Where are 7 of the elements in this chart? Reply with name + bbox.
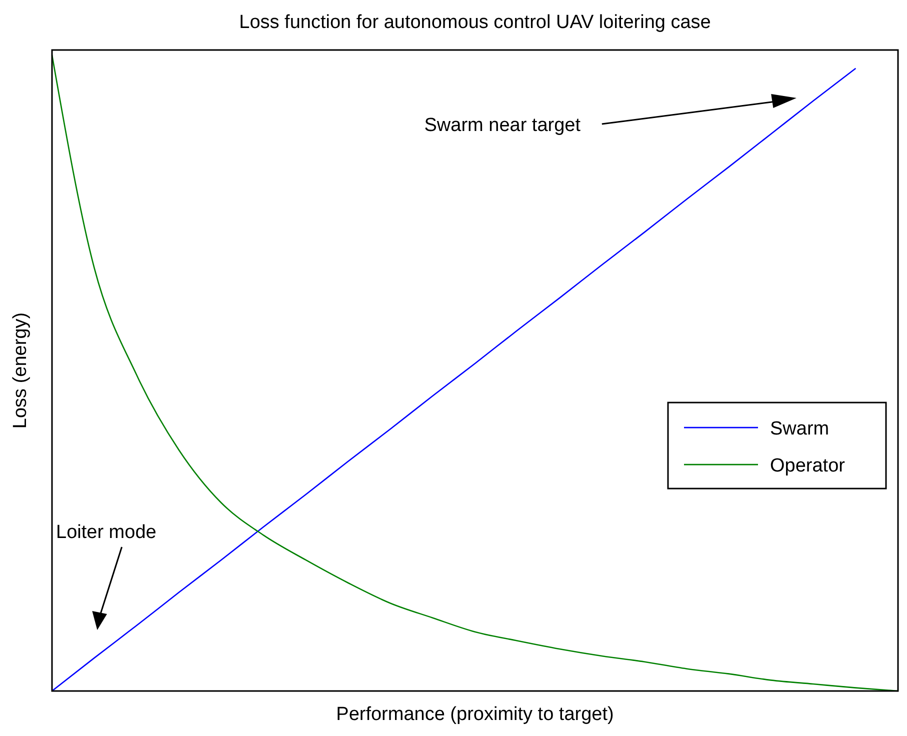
legend-label: Operator xyxy=(770,456,846,477)
x-axis-title: Performance (proximity to target) xyxy=(336,704,614,725)
chart-title: Loss function for autonomous control UAV loitering case xyxy=(239,12,711,33)
legend-label: Swarm xyxy=(770,418,830,440)
annotation: Loiter mode xyxy=(56,522,156,543)
annotation: Swarm near target xyxy=(424,115,582,136)
y-axis-title: Loss (energy) xyxy=(10,312,31,429)
